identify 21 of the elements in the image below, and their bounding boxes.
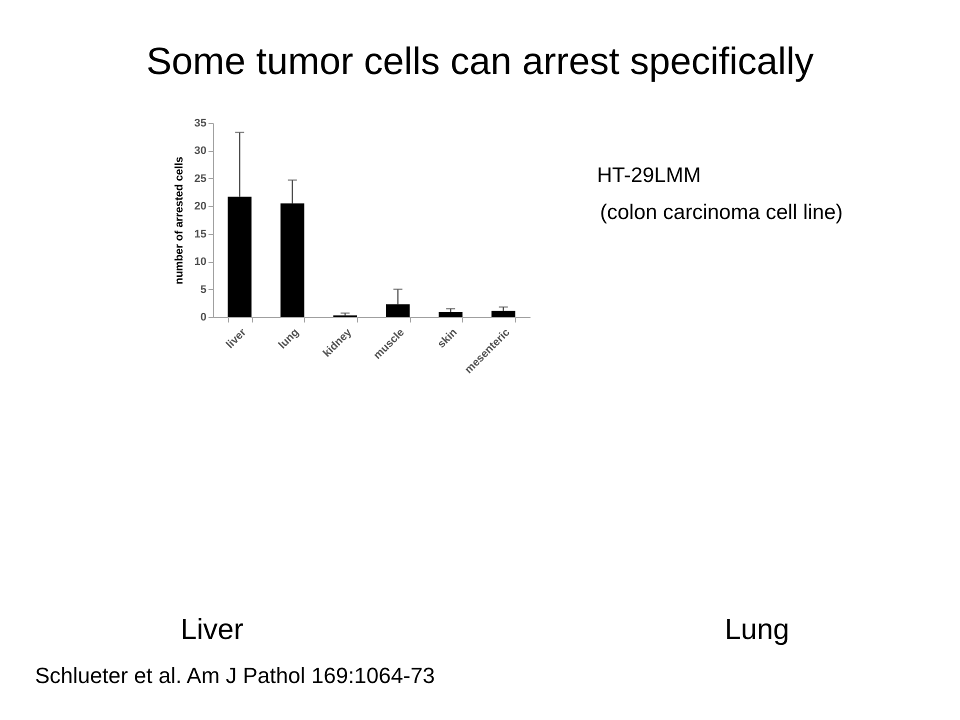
y-tick-label: 10 — [194, 256, 206, 268]
y-tick-label: 25 — [194, 172, 206, 185]
y-tick-label: 15 — [194, 228, 206, 240]
text: HT-29LMM — [597, 164, 701, 187]
text: Schlueter et al. Am J Pathol 169:1064-73 — [35, 663, 435, 688]
text: (colon carcinoma cell line) — [600, 201, 843, 224]
bar — [491, 310, 516, 317]
bar — [228, 196, 252, 317]
y-tick-label: 35 — [194, 118, 206, 130]
y-axis-title: number of arrested cells — [173, 156, 186, 284]
y-tick-label: 30 — [194, 145, 206, 158]
x-tick-label: skin — [436, 326, 460, 351]
bar — [438, 312, 462, 317]
y-tick-label: 20 — [194, 200, 206, 213]
text: Lung — [724, 614, 790, 646]
y-tick-label: 0 — [200, 312, 206, 324]
bar — [280, 203, 304, 317]
y-tick-label: 5 — [200, 284, 206, 296]
text: Liver — [180, 614, 244, 646]
bar — [386, 304, 410, 317]
chart-title: Some tumor cells can arrest specifically — [146, 41, 814, 83]
